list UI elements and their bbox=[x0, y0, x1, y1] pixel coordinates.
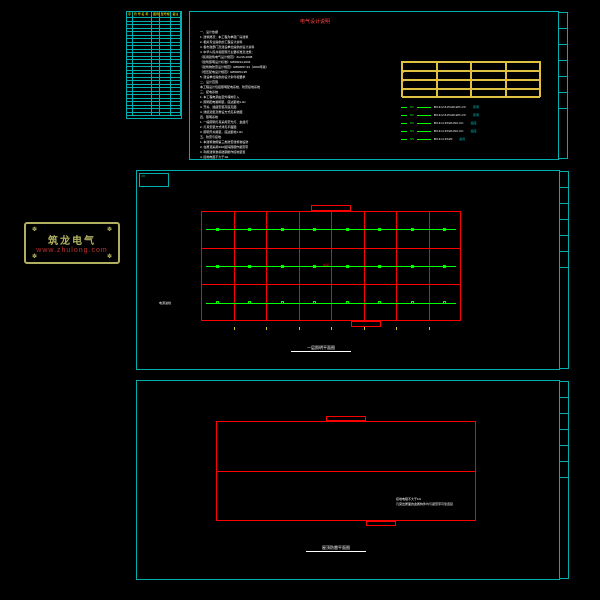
dim-tick bbox=[299, 327, 300, 330]
breaker-icon bbox=[401, 139, 407, 140]
decor-star-icon: ✽ bbox=[107, 226, 112, 233]
light-fixture-icon bbox=[443, 265, 446, 268]
breaker-icon bbox=[401, 131, 407, 132]
schedule-table: ●●● bbox=[401, 61, 541, 97]
sheet-notes: 电气设计说明 一、设计依据1. 建筑概况：本工程为单层厂房建筑2. 相关专业提供… bbox=[189, 11, 559, 160]
breaker-icon bbox=[401, 123, 407, 124]
light-fixture-icon bbox=[346, 301, 349, 304]
legend-table: 序符 号 名 称图例型号规格备注 bbox=[126, 11, 182, 119]
watermark-name: 筑龙电气 bbox=[48, 232, 96, 247]
circuit-row: N2 BV-3×2.5-PC20-WC.CC 照明 bbox=[401, 111, 479, 119]
grid-line bbox=[201, 248, 461, 249]
light-fixture-icon bbox=[443, 228, 446, 231]
circuit-row: N1 BV-3×2.5-PC20-WC.CC 照明 bbox=[401, 103, 479, 111]
light-fixture-icon bbox=[216, 265, 219, 268]
dim-tick bbox=[396, 327, 397, 330]
light-fixture-icon bbox=[411, 265, 414, 268]
light-fixture-icon bbox=[216, 301, 219, 304]
light-fixture-icon bbox=[378, 301, 381, 304]
breaker-icon bbox=[401, 115, 407, 116]
watermark-url: www.zhulong.com bbox=[36, 247, 107, 254]
light-fixture-icon bbox=[248, 265, 251, 268]
light-fixture-icon bbox=[443, 301, 446, 304]
sheet-lighting-plan: 说明 电源进线 车间 一层照明平面图 bbox=[136, 170, 560, 370]
light-fixture-icon bbox=[346, 265, 349, 268]
light-fixture-icon bbox=[313, 265, 316, 268]
light-fixture-icon bbox=[281, 228, 284, 231]
light-fixture-icon bbox=[313, 301, 316, 304]
entry-label: 电源进线 bbox=[159, 301, 171, 305]
roof-projection bbox=[366, 521, 396, 526]
circuit-list: N1 BV-3×2.5-PC20-WC.CC 照明 N2 BV-3×2.5-PC… bbox=[401, 103, 479, 143]
decor-star-icon: ✽ bbox=[32, 253, 37, 260]
roof-note: 接地电阻不大于1Ω凡突出屋面的金属构件均与避雷带可靠连接 bbox=[396, 497, 453, 507]
door-opening bbox=[351, 321, 381, 327]
light-fixture-icon bbox=[313, 228, 316, 231]
design-notes: 一、设计依据1. 建筑概况：本工程为单层厂房建筑2. 相关专业提供的工程设计资料… bbox=[200, 30, 269, 160]
light-fixture-icon bbox=[281, 301, 284, 304]
ridge-line bbox=[216, 471, 476, 472]
decor-star-icon: ✽ bbox=[32, 226, 37, 233]
plan-note-box: 说明 bbox=[139, 173, 169, 187]
wire-run bbox=[206, 229, 456, 230]
sheet-roof-plan: 接地电阻不大于1Ω凡突出屋面的金属构件均与避雷带可靠连接 屋顶防雷平面图 bbox=[136, 380, 560, 580]
light-fixture-icon bbox=[248, 228, 251, 231]
light-fixture-icon bbox=[411, 301, 414, 304]
decor-star-icon: ✽ bbox=[107, 253, 112, 260]
dim-tick bbox=[364, 327, 365, 330]
breaker-icon bbox=[401, 107, 407, 108]
watermark-card: ✽ ✽ ✽ ✽ 筑龙电气 www.zhulong.com bbox=[24, 222, 120, 264]
circuit-row: N3 BV-3×4-PC20-WC.CC 插座 bbox=[401, 119, 479, 127]
wire-run bbox=[206, 303, 456, 304]
circuit-row: N5 BV-3×4-PC20 备用 bbox=[401, 135, 479, 143]
dim-tick bbox=[234, 327, 235, 330]
drawing-caption: 屋顶防雷平面图 bbox=[306, 545, 366, 552]
dim-tick bbox=[429, 327, 430, 330]
circuit-row: N4 BV-3×4-PC20-WC.CC 插座 bbox=[401, 127, 479, 135]
light-fixture-icon bbox=[346, 228, 349, 231]
light-fixture-icon bbox=[281, 265, 284, 268]
roof-projection bbox=[326, 416, 366, 421]
drawing-caption: 一层照明平面图 bbox=[291, 345, 351, 352]
light-fixture-icon bbox=[378, 228, 381, 231]
grid-line bbox=[201, 284, 461, 285]
light-fixture-icon bbox=[248, 301, 251, 304]
dim-tick bbox=[331, 327, 332, 330]
notes-title: 电气设计说明 bbox=[300, 18, 330, 25]
title-block bbox=[559, 171, 569, 369]
title-block bbox=[559, 381, 569, 579]
light-fixture-icon bbox=[378, 265, 381, 268]
light-fixture-icon bbox=[411, 228, 414, 231]
wire-run bbox=[206, 266, 456, 267]
title-block bbox=[558, 12, 568, 159]
light-fixture-icon bbox=[216, 228, 219, 231]
dim-tick bbox=[266, 327, 267, 330]
